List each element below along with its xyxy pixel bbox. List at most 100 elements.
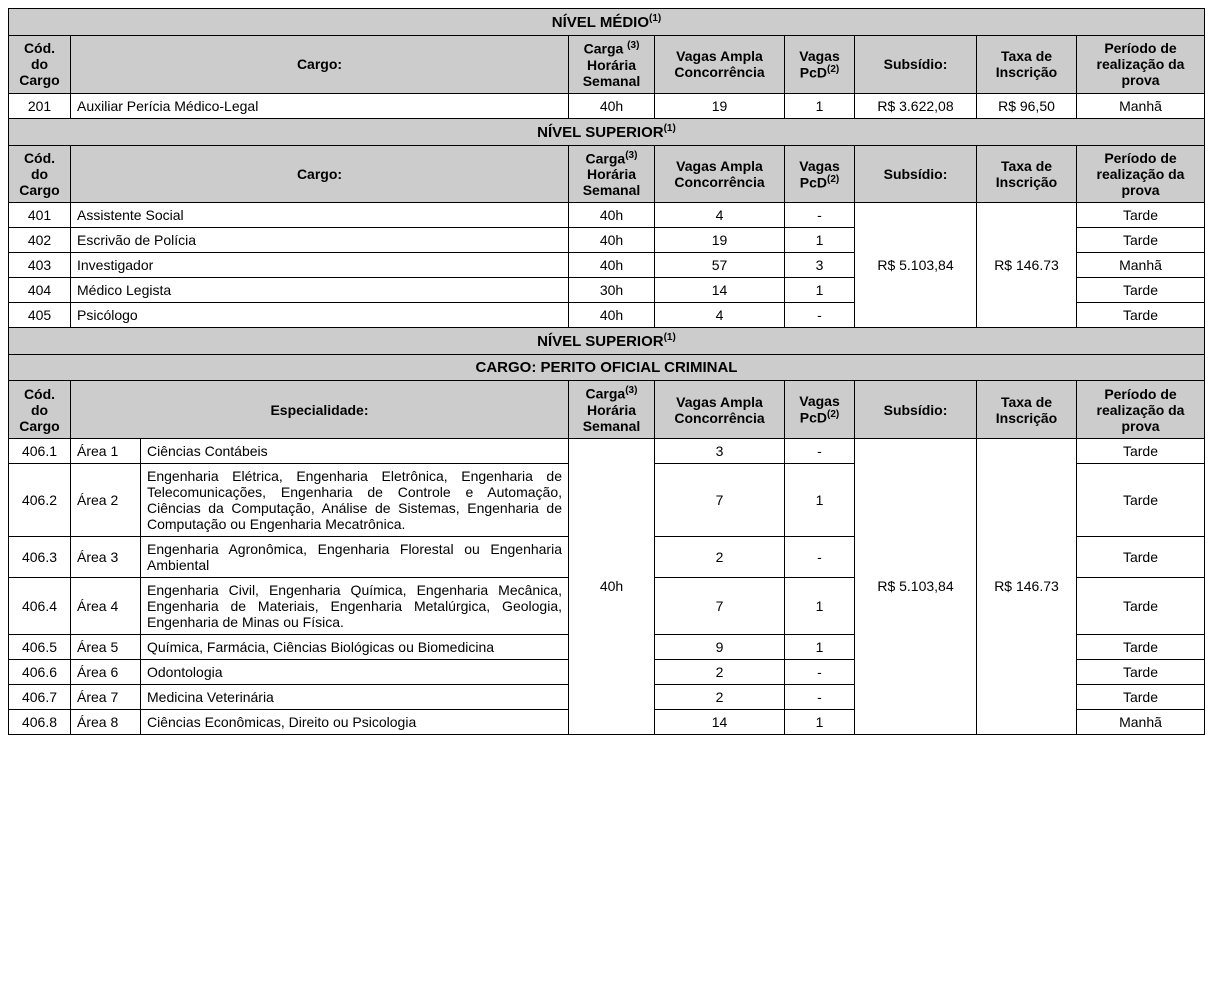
cell-periodo: Tarde xyxy=(1077,684,1205,709)
cell-carga: 40h xyxy=(569,228,655,253)
hdr-cod: Cód. do Cargo xyxy=(9,381,71,439)
cell-ampla: 57 xyxy=(655,253,785,278)
cell-ampla: 2 xyxy=(655,536,785,577)
cell-cod: 406.6 xyxy=(9,659,71,684)
hdr-esp: Especialidade: xyxy=(71,381,569,439)
hdr-subsidio: Subsídio: xyxy=(855,36,977,94)
cell-area: Área 2 xyxy=(71,463,141,536)
hdr-pcd: Vagas PcD(2) xyxy=(785,381,855,439)
cell-subsidio: R$ 3.622,08 xyxy=(855,93,977,118)
cell-periodo: Tarde xyxy=(1077,278,1205,303)
hdr-cod: Cód. do Cargo xyxy=(9,145,71,203)
cell-area: Área 7 xyxy=(71,684,141,709)
cell-cargo: Psicólogo xyxy=(71,303,569,328)
section-title-superior2: NÍVEL SUPERIOR(1) xyxy=(9,328,1205,355)
hdr-periodo: Período de realização da prova xyxy=(1077,145,1205,203)
cell-ampla: 19 xyxy=(655,228,785,253)
cell-pcd: - xyxy=(785,303,855,328)
cell-pcd: - xyxy=(785,536,855,577)
hdr-ampla: Vagas Ampla Concorrência xyxy=(655,145,785,203)
section-title-sup: (1) xyxy=(649,13,661,24)
cell-esp: Ciências Econômicas, Direito ou Psicolog… xyxy=(141,709,569,734)
cell-ampla: 14 xyxy=(655,278,785,303)
cell-esp: Medicina Veterinária xyxy=(141,684,569,709)
cell-ampla: 4 xyxy=(655,203,785,228)
cell-area: Área 6 xyxy=(71,659,141,684)
hdr-periodo: Período de realização da prova xyxy=(1077,381,1205,439)
section-title-text: NÍVEL SUPERIOR xyxy=(537,124,663,141)
cell-cod: 406.3 xyxy=(9,536,71,577)
cell-esp: Odontologia xyxy=(141,659,569,684)
cell-periodo: Tarde xyxy=(1077,228,1205,253)
cell-area: Área 1 xyxy=(71,438,141,463)
cell-esp: Engenharia Civil, Engenharia Química, En… xyxy=(141,577,569,634)
cell-ampla: 2 xyxy=(655,659,785,684)
hdr-ampla: Vagas Ampla Concorrência xyxy=(655,36,785,94)
section-title-sup: (1) xyxy=(664,332,676,343)
cell-periodo: Tarde xyxy=(1077,463,1205,536)
hdr-cargo: Cargo: xyxy=(71,145,569,203)
section-title-medio: NÍVEL MÉDIO(1) xyxy=(9,9,1205,36)
cell-cod: 403 xyxy=(9,253,71,278)
cell-cod: 404 xyxy=(9,278,71,303)
cell-subsidio: R$ 5.103,84 xyxy=(855,203,977,328)
cell-periodo: Tarde xyxy=(1077,536,1205,577)
cell-taxa: R$ 146.73 xyxy=(977,203,1077,328)
cell-pcd: 1 xyxy=(785,278,855,303)
section-title-text: NÍVEL MÉDIO xyxy=(552,14,649,31)
section-subtitle-superior2: CARGO: PERITO OFICIAL CRIMINAL xyxy=(9,355,1205,381)
cell-esp: Engenharia Agronômica, Engenharia Flores… xyxy=(141,536,569,577)
hdr-taxa: Taxa de Inscrição xyxy=(977,381,1077,439)
cell-area: Área 3 xyxy=(71,536,141,577)
cell-pcd: - xyxy=(785,203,855,228)
cell-cargo: Assistente Social xyxy=(71,203,569,228)
vacancies-table: NÍVEL MÉDIO(1) Cód. do Cargo Cargo: Carg… xyxy=(8,8,1205,735)
cell-cod: 406.7 xyxy=(9,684,71,709)
hdr-pcd-sup: (2) xyxy=(827,174,839,185)
hdr-carga-rest: Horária Semanal xyxy=(583,57,641,89)
cell-cod: 406.1 xyxy=(9,438,71,463)
cell-cod: 401 xyxy=(9,203,71,228)
cell-ampla: 3 xyxy=(655,438,785,463)
cell-area: Área 4 xyxy=(71,577,141,634)
cell-carga: 40h xyxy=(569,203,655,228)
header-row-medio: Cód. do Cargo Cargo: Carga (3) Horária S… xyxy=(9,36,1205,94)
hdr-pcd: Vagas PcD(2) xyxy=(785,145,855,203)
cell-cod: 406.2 xyxy=(9,463,71,536)
cell-cod: 201 xyxy=(9,93,71,118)
cell-taxa: R$ 146.73 xyxy=(977,438,1077,734)
header-row-superior2: Cód. do Cargo Especialidade: Carga(3) Ho… xyxy=(9,381,1205,439)
cell-periodo: Manhã xyxy=(1077,709,1205,734)
cell-cod: 406.4 xyxy=(9,577,71,634)
hdr-pcd-sup: (2) xyxy=(827,409,839,420)
table-row: 406.1 Área 1 Ciências Contábeis 40h 3 - … xyxy=(9,438,1205,463)
cell-periodo: Tarde xyxy=(1077,634,1205,659)
cell-cargo: Investigador xyxy=(71,253,569,278)
hdr-subsidio: Subsídio: xyxy=(855,381,977,439)
hdr-carga: Carga (3) Horária Semanal xyxy=(569,36,655,94)
cell-area: Área 5 xyxy=(71,634,141,659)
hdr-carga-sup: (3) xyxy=(625,150,637,161)
cell-ampla: 7 xyxy=(655,463,785,536)
cell-pcd: - xyxy=(785,684,855,709)
cell-pcd: 1 xyxy=(785,577,855,634)
cell-pcd: 1 xyxy=(785,634,855,659)
cell-cod: 402 xyxy=(9,228,71,253)
hdr-carga-base: Carga xyxy=(586,386,626,402)
section-title-superior1: NÍVEL SUPERIOR(1) xyxy=(9,118,1205,145)
hdr-carga-sup: (3) xyxy=(627,40,639,51)
cell-area: Área 8 xyxy=(71,709,141,734)
cell-cargo: Médico Legista xyxy=(71,278,569,303)
hdr-ampla: Vagas Ampla Concorrência xyxy=(655,381,785,439)
cell-carga: 40h xyxy=(569,303,655,328)
cell-pcd: 1 xyxy=(785,709,855,734)
hdr-pcd-sup: (2) xyxy=(827,64,839,75)
cell-periodo: Manhã xyxy=(1077,93,1205,118)
hdr-pcd: Vagas PcD(2) xyxy=(785,36,855,94)
cell-pcd: 1 xyxy=(785,93,855,118)
hdr-taxa: Taxa de Inscrição xyxy=(977,145,1077,203)
hdr-carga-rest: Horária Semanal xyxy=(583,402,641,434)
cell-periodo: Tarde xyxy=(1077,659,1205,684)
hdr-subsidio: Subsídio: xyxy=(855,145,977,203)
hdr-carga-base: Carga xyxy=(584,41,628,57)
